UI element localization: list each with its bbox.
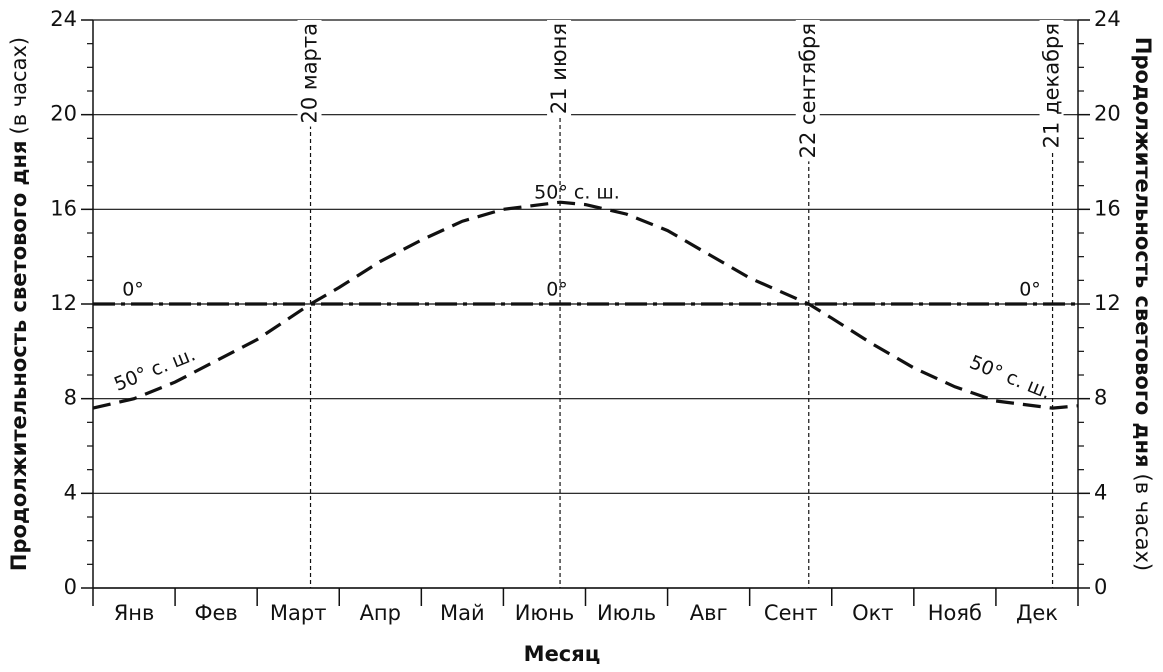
y2-tick-label: 8 [1094,386,1107,410]
x-tick-label: Сент [764,601,818,625]
series-label: 0° [546,279,568,301]
annotation-label: 21 июня [547,23,571,114]
series-line [92,200,1079,410]
series-label-group: 50° с. ш. [111,343,199,395]
y-tick-label: 4 [64,480,77,504]
y2-tick-label: 20 [1094,102,1121,126]
annotation: 22 сентября [795,20,820,162]
x-tick-label: Апр [360,601,401,625]
series-label: 0° [122,279,144,301]
y-tick-label: 16 [50,196,77,220]
y2-axis-label: Продолжительность светового дня (в часах) [1131,37,1155,571]
annotation-bg [795,20,820,162]
annotation-label: 22 сентября [796,23,820,158]
y2-tick-label: 0 [1094,575,1107,599]
x-tick-label: Июнь [515,601,575,625]
series-label: 50° с. ш. [111,343,199,395]
x-tick-label: Окт [852,601,893,625]
y2-tick-label: 24 [1094,7,1121,31]
y2-tick-label: 4 [1094,480,1107,504]
series-label-group: 0° [122,279,144,301]
y-tick-label: 12 [50,291,77,315]
y-tick-label: 8 [64,386,77,410]
x-tick-label: Авг [690,601,728,625]
annotation-label: 20 марта [298,23,322,124]
y2-tick-label: 12 [1094,291,1121,315]
annotation: 21 декабря [1039,20,1064,152]
x-tick-label: Март [270,601,327,625]
y-axis-label: Продолжительность светового дня (в часах) [7,37,31,571]
annotation-bg [547,20,572,118]
series-label-group: 50° с. ш. [534,182,620,204]
x-tick-label: Фев [194,601,237,625]
series-label: 0° [1019,279,1041,301]
y-tick-label: 20 [50,102,77,126]
x-tick-label: Май [440,601,485,625]
series-label-group: 0° [546,279,568,301]
x-tick-label: Июль [597,601,656,625]
y-tick-label: 24 [50,7,77,31]
y-axis-label-unit: (в часах) [7,37,31,135]
annotation-label: 21 декабря [1040,23,1064,148]
annotation: 21 июня [547,20,572,118]
y-axis-label-main: Продолжительность светового дня [7,140,31,571]
x-tick-label: Янв [114,601,155,625]
x-tick-label: Дек [1016,601,1058,625]
annotation: 20 марта [297,20,322,127]
series-label-group: 0° [1019,279,1041,301]
series-label: 50° с. ш. [534,182,620,204]
y2-axis-label-unit: (в часах) [1131,474,1155,572]
y2-tick-label: 16 [1094,196,1121,220]
annotation-bg [1039,20,1064,152]
x-axis-label: Месяц [524,642,601,666]
y-tick-label: 0 [64,575,77,599]
x-tick-label: Нояб [928,601,982,625]
y2-axis-label-main: Продолжительность светового дня [1131,37,1155,468]
annotation-bg [297,20,322,127]
